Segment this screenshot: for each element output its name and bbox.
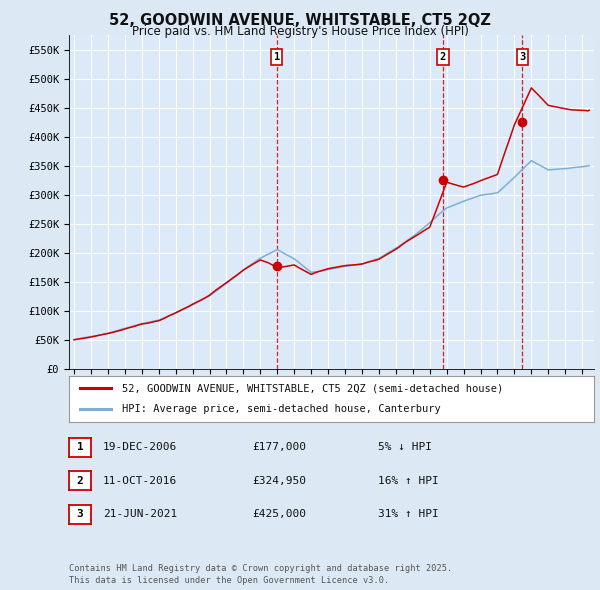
Text: £177,000: £177,000 <box>252 442 306 452</box>
Text: 3: 3 <box>77 510 83 519</box>
Text: 5% ↓ HPI: 5% ↓ HPI <box>378 442 432 452</box>
Text: 2: 2 <box>77 476 83 486</box>
Text: £425,000: £425,000 <box>252 510 306 519</box>
Text: £324,950: £324,950 <box>252 476 306 486</box>
Text: 2: 2 <box>440 52 446 62</box>
Text: Price paid vs. HM Land Registry's House Price Index (HPI): Price paid vs. HM Land Registry's House … <box>131 25 469 38</box>
Text: 16% ↑ HPI: 16% ↑ HPI <box>378 476 439 486</box>
Text: 21-JUN-2021: 21-JUN-2021 <box>103 510 178 519</box>
Text: 11-OCT-2016: 11-OCT-2016 <box>103 476 178 486</box>
Text: 1: 1 <box>274 52 280 62</box>
Text: HPI: Average price, semi-detached house, Canterbury: HPI: Average price, semi-detached house,… <box>121 404 440 414</box>
Text: 3: 3 <box>519 52 526 62</box>
Text: 31% ↑ HPI: 31% ↑ HPI <box>378 510 439 519</box>
Text: 52, GOODWIN AVENUE, WHITSTABLE, CT5 2QZ (semi-detached house): 52, GOODWIN AVENUE, WHITSTABLE, CT5 2QZ … <box>121 384 503 394</box>
Text: 19-DEC-2006: 19-DEC-2006 <box>103 442 178 452</box>
Text: 52, GOODWIN AVENUE, WHITSTABLE, CT5 2QZ: 52, GOODWIN AVENUE, WHITSTABLE, CT5 2QZ <box>109 13 491 28</box>
Text: Contains HM Land Registry data © Crown copyright and database right 2025.
This d: Contains HM Land Registry data © Crown c… <box>69 565 452 585</box>
Text: 1: 1 <box>77 442 83 452</box>
